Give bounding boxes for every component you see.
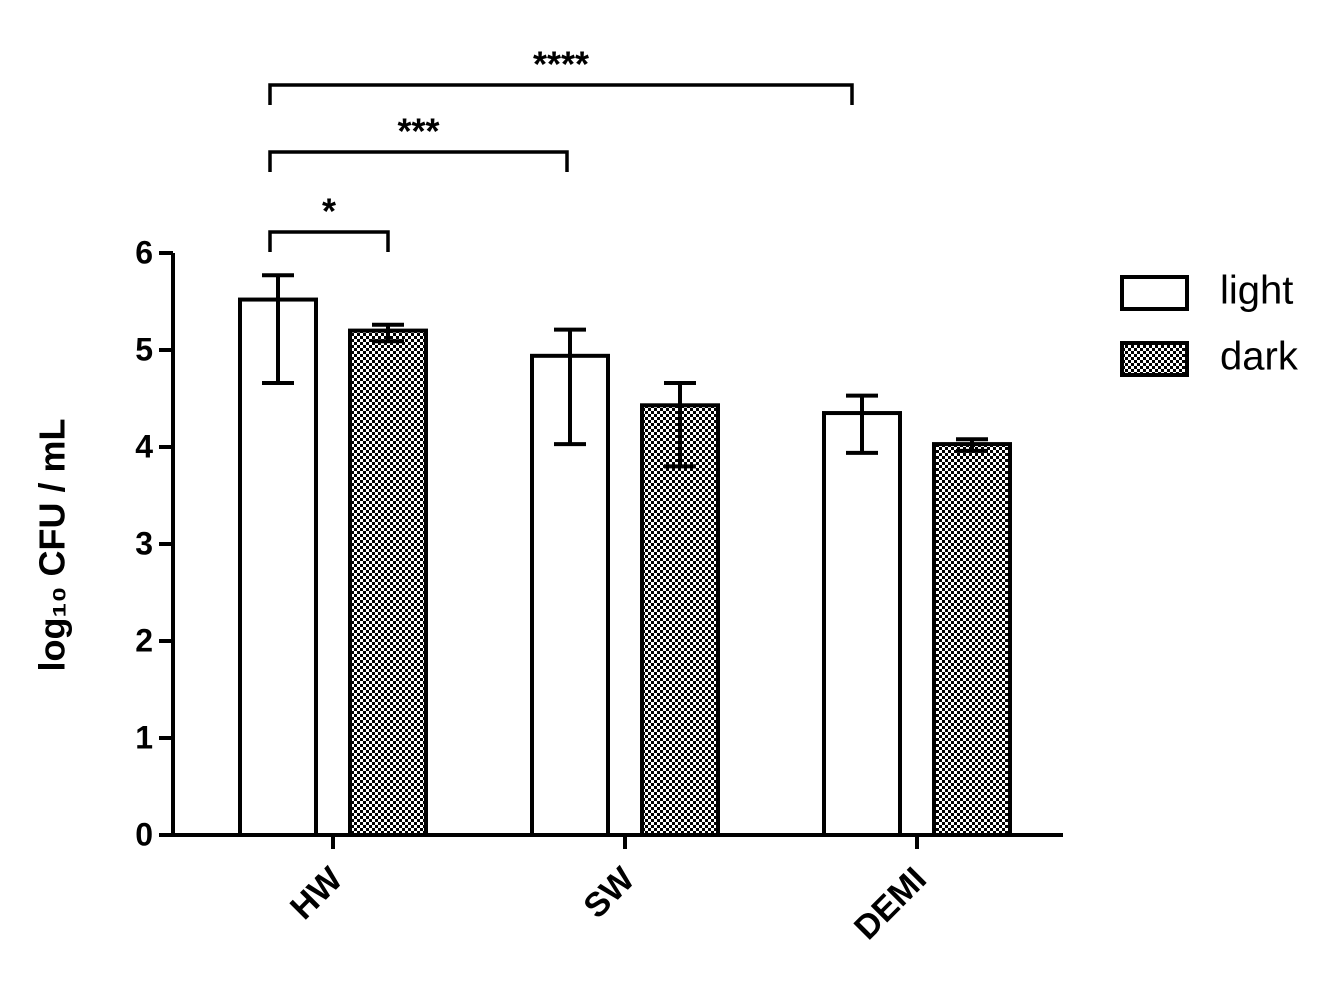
bar [932, 442, 1012, 837]
legend-label: light [1220, 269, 1293, 313]
legend-swatch [1120, 341, 1189, 377]
y-axis-label: log₁₀ CFU / mL [32, 418, 73, 671]
legend-swatch [1120, 275, 1189, 311]
bar [822, 411, 902, 837]
bar [238, 297, 318, 837]
y-tick-label: 2 [135, 622, 153, 658]
significance-label: **** [533, 44, 589, 85]
x-tick-label: SW [576, 860, 642, 926]
bar [640, 403, 720, 837]
legend-label: dark [1220, 335, 1299, 379]
y-tick-label: 6 [135, 234, 153, 270]
y-tick-label: 3 [135, 525, 153, 561]
significance-bracket [268, 83, 854, 105]
bar [348, 328, 428, 837]
y-tick-label: 4 [135, 428, 153, 464]
significance-bracket [268, 150, 569, 172]
x-tick-label: HW [283, 860, 351, 928]
y-tick-label: 0 [135, 816, 153, 852]
significance-label: *** [397, 111, 439, 152]
x-tick-label: DEMI [847, 860, 934, 947]
significance-bracket [268, 230, 390, 252]
significance-label: * [322, 191, 336, 232]
y-tick-label: 1 [135, 719, 153, 755]
y-tick-label: 5 [135, 331, 153, 367]
